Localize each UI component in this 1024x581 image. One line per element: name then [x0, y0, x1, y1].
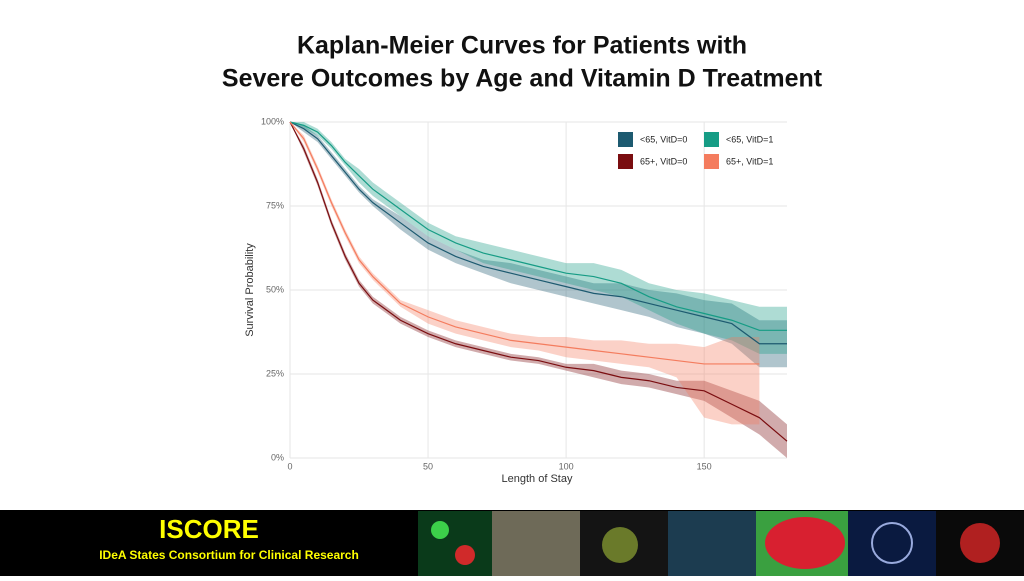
y-tick-label: 100% — [261, 116, 284, 126]
survival-line — [289, 121, 788, 442]
x-axis-title: Length of Stay — [502, 473, 573, 485]
x-tick-label: 150 — [697, 461, 712, 471]
footer-images — [418, 511, 1024, 576]
legend-label: 65+, VitD=1 — [726, 156, 773, 166]
legend-swatch — [618, 132, 633, 147]
legend-swatch — [704, 132, 719, 147]
image — [668, 511, 756, 576]
image-detail — [431, 521, 449, 539]
title-line: Severe Outcomes by Age and Vitamin D Tre… — [222, 65, 823, 93]
footer-title: ISCORE — [159, 514, 259, 544]
legend-swatch — [618, 154, 633, 169]
y-tick-label: 75% — [266, 200, 284, 210]
confidence-band — [290, 122, 760, 425]
y-tick-label: 25% — [266, 368, 284, 378]
legend-label: <65, VitD=1 — [726, 134, 773, 144]
confidence-band — [290, 122, 787, 368]
image-detail — [455, 545, 475, 565]
image-detail — [960, 523, 1000, 563]
y-tick-label: 50% — [266, 284, 284, 294]
footer-subtitle: IDeA States Consortium for Clinical Rese… — [99, 548, 359, 562]
image — [848, 511, 936, 576]
x-tick-label: 50 — [423, 461, 433, 471]
legend-label: <65, VitD=0 — [640, 134, 687, 144]
image-detail — [871, 522, 913, 564]
image-detail — [765, 517, 845, 569]
survival-line — [289, 121, 787, 331]
image-detail — [602, 527, 638, 563]
x-tick-label: 100 — [559, 461, 574, 471]
title-line: Kaplan-Meier Curves for Patients with — [297, 32, 747, 60]
image — [492, 511, 580, 576]
survival-line — [289, 121, 760, 365]
confidence-band — [290, 122, 787, 354]
survival-line — [289, 121, 787, 345]
y-axis-title: Survival Probability — [244, 243, 256, 337]
image — [418, 511, 492, 576]
legend-swatch — [704, 154, 719, 169]
x-tick-label: 0 — [287, 461, 292, 471]
legend-label: 65+, VitD=0 — [640, 156, 687, 166]
y-tick-label: 0% — [271, 452, 284, 462]
